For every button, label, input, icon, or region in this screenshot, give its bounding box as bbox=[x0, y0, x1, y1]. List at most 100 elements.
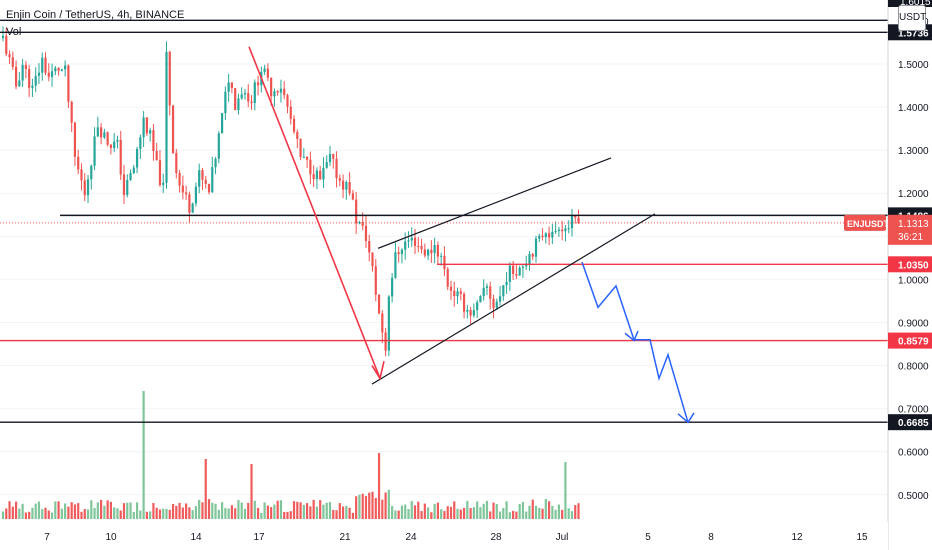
candle-body bbox=[279, 88, 283, 93]
candle-body bbox=[129, 173, 132, 180]
candle-body bbox=[557, 229, 560, 232]
volume-bar bbox=[8, 501, 11, 519]
volume-bar bbox=[21, 503, 24, 519]
volume-bar bbox=[57, 501, 60, 519]
volume-bar bbox=[70, 502, 73, 519]
candle-body bbox=[469, 309, 472, 316]
volume-bar bbox=[198, 499, 201, 519]
candle-body bbox=[518, 267, 521, 276]
volume-bar bbox=[64, 503, 67, 519]
volume-bar bbox=[512, 510, 515, 519]
candle-body bbox=[391, 277, 394, 297]
candle-body bbox=[142, 117, 145, 138]
volume-bar bbox=[391, 506, 394, 519]
candle-body bbox=[328, 154, 332, 163]
volume-bar bbox=[175, 505, 178, 519]
volume-bar bbox=[371, 491, 374, 519]
volume-bar bbox=[495, 503, 498, 519]
volume-bar bbox=[135, 502, 139, 519]
candle-body bbox=[178, 173, 181, 186]
volume-bar bbox=[18, 508, 21, 519]
volume-bar bbox=[498, 511, 502, 519]
candle-body bbox=[77, 156, 80, 170]
candle-body bbox=[24, 64, 27, 70]
candle-body bbox=[21, 64, 24, 81]
volume-bar bbox=[325, 502, 328, 519]
horizontal-levels bbox=[0, 19, 888, 423]
candle-body bbox=[335, 158, 338, 179]
candle-body bbox=[1, 35, 5, 39]
candle-body bbox=[152, 130, 155, 152]
volume-bar bbox=[217, 509, 220, 519]
candle-body bbox=[234, 88, 237, 111]
y-tick-label: 1.4000 bbox=[898, 103, 929, 114]
volume-bar bbox=[273, 504, 276, 519]
volume-bar bbox=[345, 505, 348, 519]
volume-bar bbox=[296, 501, 299, 519]
volume-bar bbox=[328, 502, 332, 519]
candle-body bbox=[554, 231, 557, 233]
volume-bar bbox=[60, 508, 63, 519]
candle-body bbox=[472, 310, 475, 316]
volume-bar bbox=[73, 504, 77, 519]
volume-bar bbox=[109, 501, 113, 519]
volume-bar bbox=[554, 509, 557, 519]
volume-bar bbox=[462, 507, 466, 519]
candle-body bbox=[423, 249, 426, 256]
candle-body bbox=[371, 252, 374, 267]
candle-body bbox=[538, 235, 541, 239]
candle-body bbox=[220, 113, 224, 134]
volume-bar bbox=[250, 464, 253, 519]
volume-bar bbox=[541, 508, 544, 519]
candle-body bbox=[5, 35, 8, 55]
volume-indicator-label[interactable]: Vol bbox=[6, 26, 22, 38]
candle-body bbox=[230, 82, 233, 89]
price-label: 0.8579 bbox=[898, 337, 929, 348]
volume-bar bbox=[77, 503, 80, 519]
candle-body bbox=[28, 69, 31, 88]
candle-body bbox=[299, 138, 302, 158]
volume-bar bbox=[479, 507, 482, 519]
candle-body bbox=[515, 273, 518, 276]
volume-bar bbox=[139, 510, 142, 519]
candle-body bbox=[551, 231, 554, 238]
candle-body bbox=[407, 240, 410, 242]
chart-title: Enjin Coin / TetherUS, 4h, BINANCE bbox=[6, 9, 185, 21]
volume-bar bbox=[28, 511, 31, 519]
volume-bar bbox=[544, 499, 547, 519]
candle-body bbox=[567, 228, 570, 230]
price-label: 1.0350 bbox=[898, 260, 929, 271]
volume-bar bbox=[420, 511, 423, 519]
candle-body bbox=[237, 98, 240, 111]
volume-bar bbox=[155, 507, 158, 519]
volume-bar bbox=[256, 507, 260, 519]
candle-body bbox=[96, 127, 99, 137]
price-label-top-partial-text: 1.6015 bbox=[900, 0, 931, 8]
y-tick-label: 1.2000 bbox=[898, 189, 929, 200]
candle-body bbox=[70, 101, 73, 123]
volume-bar bbox=[283, 511, 286, 519]
candle-body bbox=[283, 88, 286, 96]
volume-bar bbox=[443, 510, 446, 519]
volume-bar bbox=[341, 506, 345, 519]
volume-bar bbox=[31, 507, 34, 519]
volume-bar bbox=[142, 391, 145, 519]
candle-body bbox=[394, 252, 397, 278]
volume-bar bbox=[100, 499, 103, 519]
currency-badge[interactable]: USDT bbox=[898, 5, 926, 31]
candle-body bbox=[449, 286, 453, 291]
candle-body bbox=[93, 136, 96, 166]
volume-bar bbox=[237, 500, 240, 519]
candle-body bbox=[175, 152, 178, 174]
volume-bar bbox=[413, 505, 417, 519]
candle-body bbox=[420, 246, 423, 250]
volume-bar bbox=[224, 508, 227, 519]
volume-bar bbox=[472, 507, 475, 519]
candle-body bbox=[44, 57, 47, 73]
volume-bar bbox=[364, 496, 368, 519]
candle-body bbox=[90, 165, 93, 180]
volume-bar bbox=[466, 500, 469, 519]
candle-body bbox=[132, 167, 135, 174]
volume-bar bbox=[24, 512, 27, 519]
